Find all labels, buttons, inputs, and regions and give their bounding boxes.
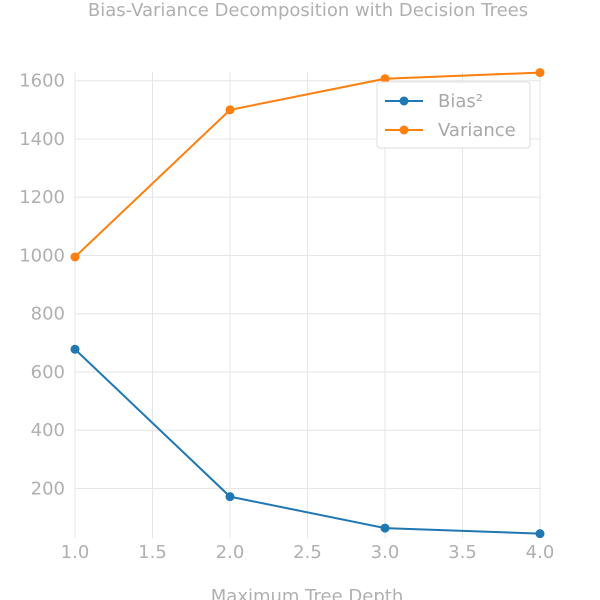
x-tick-label: 4.0 — [526, 542, 555, 563]
data-point — [225, 492, 235, 502]
legend-box — [376, 81, 531, 149]
y-tick-label: 400 — [31, 420, 65, 441]
data-point — [225, 105, 235, 115]
legend: Bias² Variance — [376, 81, 531, 149]
x-axis-ticks: 1.0 1.5 2.0 2.5 3.0 3.5 4.0 — [61, 542, 555, 563]
x-tick-label: 1.5 — [138, 542, 167, 563]
x-axis-label: Maximum Tree Depth — [211, 586, 403, 600]
x-tick-label: 2.5 — [293, 542, 322, 563]
y-tick-label: 800 — [31, 304, 65, 325]
y-tick-label: 1200 — [19, 187, 65, 208]
y-tick-label: 1600 — [19, 71, 65, 92]
data-point — [70, 252, 80, 262]
legend-label: Variance — [438, 120, 516, 141]
y-tick-label: 200 — [31, 478, 65, 499]
x-tick-label: 3.0 — [371, 542, 400, 563]
x-tick-label: 2.0 — [216, 542, 245, 563]
x-tick-label: 3.5 — [448, 542, 477, 563]
series-line — [74, 71, 541, 258]
y-tick-label: 600 — [31, 362, 65, 383]
x-tick-label: 1.0 — [61, 542, 90, 563]
grid — [74, 72, 541, 538]
data-point — [70, 344, 80, 354]
data-point — [535, 529, 545, 539]
y-axis-ticks: 200 400 600 800 1000 1200 1400 1600 — [19, 71, 65, 500]
legend-label: Bias² — [438, 91, 483, 112]
y-tick-label: 1000 — [19, 245, 65, 266]
series-line — [74, 348, 541, 535]
data-point — [535, 68, 545, 78]
y-tick-label: 1400 — [19, 129, 65, 150]
legend-marker — [399, 96, 409, 106]
chart-title: Bias-Variance Decomposition with Decisio… — [88, 0, 528, 21]
legend-marker — [399, 125, 409, 135]
data-point — [380, 523, 390, 533]
series-layer — [70, 68, 545, 539]
data-point — [380, 74, 390, 84]
